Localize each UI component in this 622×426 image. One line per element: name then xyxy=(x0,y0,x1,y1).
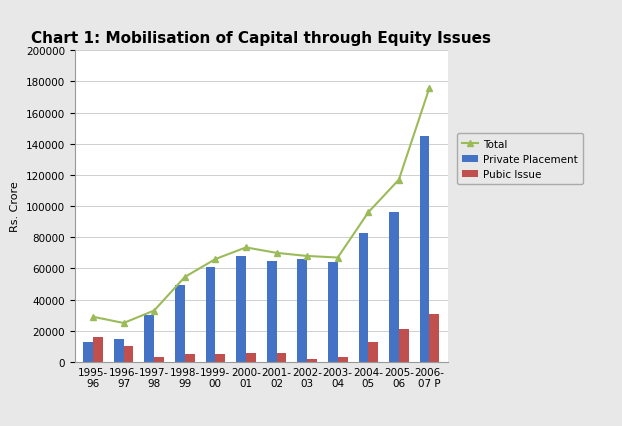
Bar xyxy=(389,213,399,362)
Bar xyxy=(114,340,124,362)
Title: Chart 1: Mobilisation of Capital through Equity Issues: Chart 1: Mobilisation of Capital through… xyxy=(31,31,491,46)
Bar xyxy=(399,329,409,362)
Bar xyxy=(124,347,133,362)
Bar xyxy=(338,357,348,362)
Bar xyxy=(154,357,164,362)
Total xyxy=(151,308,158,314)
Bar xyxy=(185,354,195,362)
Bar xyxy=(267,262,277,362)
Total xyxy=(304,254,311,259)
Line: Total: Total xyxy=(90,85,433,327)
Y-axis label: Rs. Crore: Rs. Crore xyxy=(10,181,20,232)
Total xyxy=(90,314,97,320)
Legend: Total, Private Placement, Pubic Issue: Total, Private Placement, Pubic Issue xyxy=(457,134,583,185)
Bar xyxy=(215,354,225,362)
Bar xyxy=(246,354,256,362)
Bar xyxy=(368,342,378,362)
Bar xyxy=(307,359,317,362)
Bar xyxy=(297,259,307,362)
Total xyxy=(364,210,372,216)
Bar xyxy=(429,314,439,362)
Bar xyxy=(358,233,368,362)
Bar xyxy=(420,137,429,362)
Total xyxy=(211,257,219,262)
Bar xyxy=(328,262,338,362)
Bar xyxy=(144,315,154,362)
Total xyxy=(425,86,433,91)
Bar xyxy=(83,342,93,362)
Total xyxy=(273,250,281,256)
Bar xyxy=(93,337,103,362)
Total xyxy=(242,245,249,250)
Bar xyxy=(236,256,246,362)
Total xyxy=(120,321,128,326)
Bar xyxy=(175,285,185,362)
Bar xyxy=(277,354,286,362)
Total xyxy=(395,178,402,183)
Total xyxy=(181,275,188,280)
Bar xyxy=(205,267,215,362)
Total xyxy=(334,255,341,260)
